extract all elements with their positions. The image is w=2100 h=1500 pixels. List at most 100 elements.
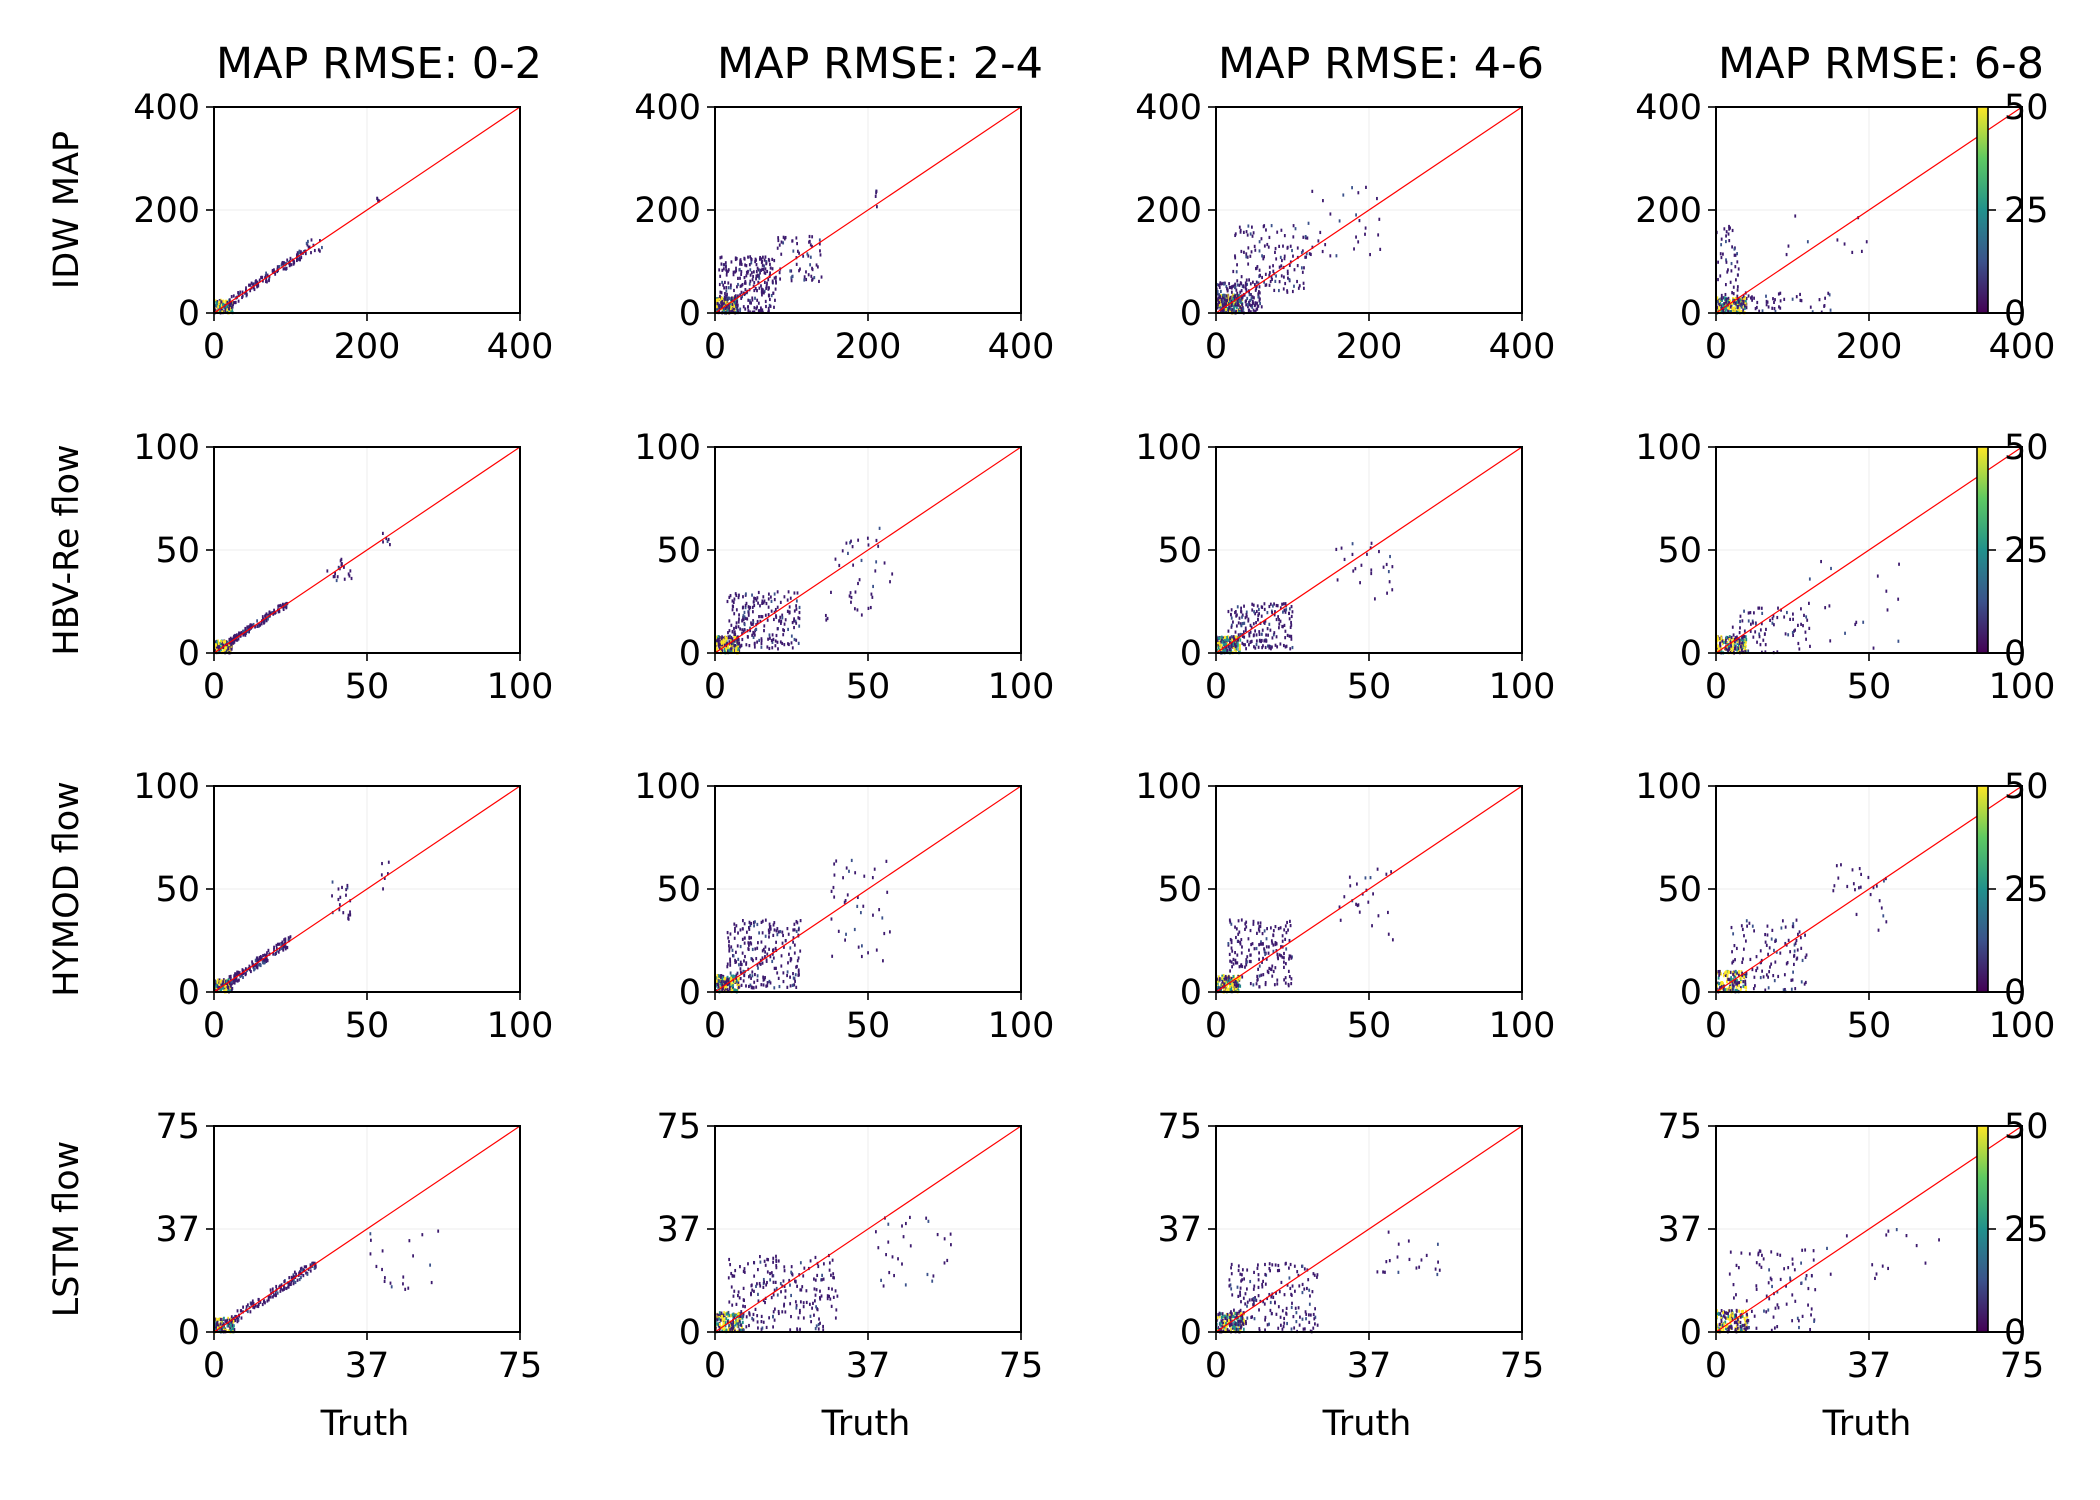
data-point xyxy=(1808,626,1811,631)
data-point xyxy=(1782,988,1785,992)
data-point xyxy=(866,536,869,540)
data-point xyxy=(1263,607,1266,612)
data-point xyxy=(1235,984,1238,989)
data-point xyxy=(338,903,341,907)
data-point xyxy=(805,277,808,282)
data-point xyxy=(742,595,744,599)
data-point xyxy=(1738,984,1740,988)
data-point xyxy=(748,943,750,947)
data-point xyxy=(760,638,763,643)
data-point xyxy=(1246,955,1249,959)
data-point xyxy=(1755,305,1758,310)
data-point xyxy=(326,569,329,573)
data-point xyxy=(1261,960,1263,964)
data-point xyxy=(750,976,752,980)
data-point xyxy=(338,908,341,912)
data-point xyxy=(1798,647,1801,651)
data-point xyxy=(227,647,230,651)
data-point xyxy=(297,252,300,257)
data-point xyxy=(728,987,731,991)
data-point xyxy=(1228,297,1231,301)
data-point xyxy=(1232,299,1234,303)
data-point xyxy=(1811,310,1814,314)
data-point xyxy=(1216,984,1218,988)
data-point xyxy=(218,646,221,650)
data-point xyxy=(1264,952,1267,956)
data-point xyxy=(1355,213,1357,217)
x-axis-label: Truth xyxy=(320,1404,410,1444)
data-point xyxy=(737,294,739,298)
data-point xyxy=(719,975,722,979)
data-point xyxy=(761,263,764,267)
data-point xyxy=(762,983,765,987)
data-point xyxy=(1802,624,1804,628)
data-point xyxy=(752,600,755,604)
data-point xyxy=(1743,634,1746,639)
data-point xyxy=(283,1286,286,1290)
data-point xyxy=(764,934,767,938)
data-point xyxy=(738,593,740,597)
data-point xyxy=(1292,224,1295,228)
data-point xyxy=(1222,300,1225,304)
data-point xyxy=(1255,609,1258,614)
data-point xyxy=(233,1324,235,1328)
data-point xyxy=(775,275,777,279)
data-point xyxy=(1296,246,1299,250)
data-point xyxy=(1733,247,1736,251)
data-point xyxy=(882,959,884,963)
data-point xyxy=(278,609,281,613)
data-point xyxy=(732,987,735,992)
data-point xyxy=(1731,639,1734,643)
data-point xyxy=(225,646,228,650)
data-point xyxy=(751,605,754,610)
data-point xyxy=(752,622,754,626)
data-point xyxy=(248,625,250,629)
data-point xyxy=(1358,218,1361,223)
data-point xyxy=(776,640,779,644)
data-point xyxy=(773,597,776,602)
data-point xyxy=(287,1282,290,1286)
data-point xyxy=(281,261,284,265)
data-point xyxy=(749,273,752,277)
data-point xyxy=(1276,982,1279,986)
data-point xyxy=(239,634,242,638)
data-point xyxy=(1739,986,1742,990)
data-point xyxy=(1269,628,1272,632)
data-point xyxy=(792,928,795,932)
data-point xyxy=(1734,301,1737,305)
data-point xyxy=(768,633,771,637)
data-point xyxy=(229,640,232,645)
data-point xyxy=(1259,273,1261,277)
data-point xyxy=(227,986,230,990)
data-point xyxy=(741,1320,744,1324)
data-point xyxy=(723,640,726,644)
data-point xyxy=(381,531,384,536)
data-point xyxy=(255,283,258,287)
data-point xyxy=(730,636,733,640)
data-point xyxy=(725,268,728,272)
x-tick-label: 200 xyxy=(835,327,902,367)
data-point xyxy=(755,277,757,281)
data-point xyxy=(1354,567,1357,571)
data-point xyxy=(1319,230,1322,235)
data-point xyxy=(1293,268,1296,272)
data-point xyxy=(740,983,743,987)
data-point xyxy=(265,279,267,284)
colorbar-tick-label: 25 xyxy=(2004,191,2049,231)
data-point xyxy=(1250,625,1253,629)
data-point xyxy=(230,1320,233,1324)
data-point xyxy=(728,940,730,944)
data-point xyxy=(799,267,801,271)
data-point xyxy=(772,923,775,927)
data-point xyxy=(848,594,851,598)
data-point xyxy=(754,259,757,264)
data-point xyxy=(889,580,891,584)
data-point xyxy=(734,988,737,992)
data-point xyxy=(1731,950,1733,954)
data-point xyxy=(220,1327,223,1331)
data-point xyxy=(1229,295,1232,300)
data-point xyxy=(278,942,281,946)
data-point xyxy=(1716,644,1719,648)
data-point xyxy=(1239,940,1241,945)
